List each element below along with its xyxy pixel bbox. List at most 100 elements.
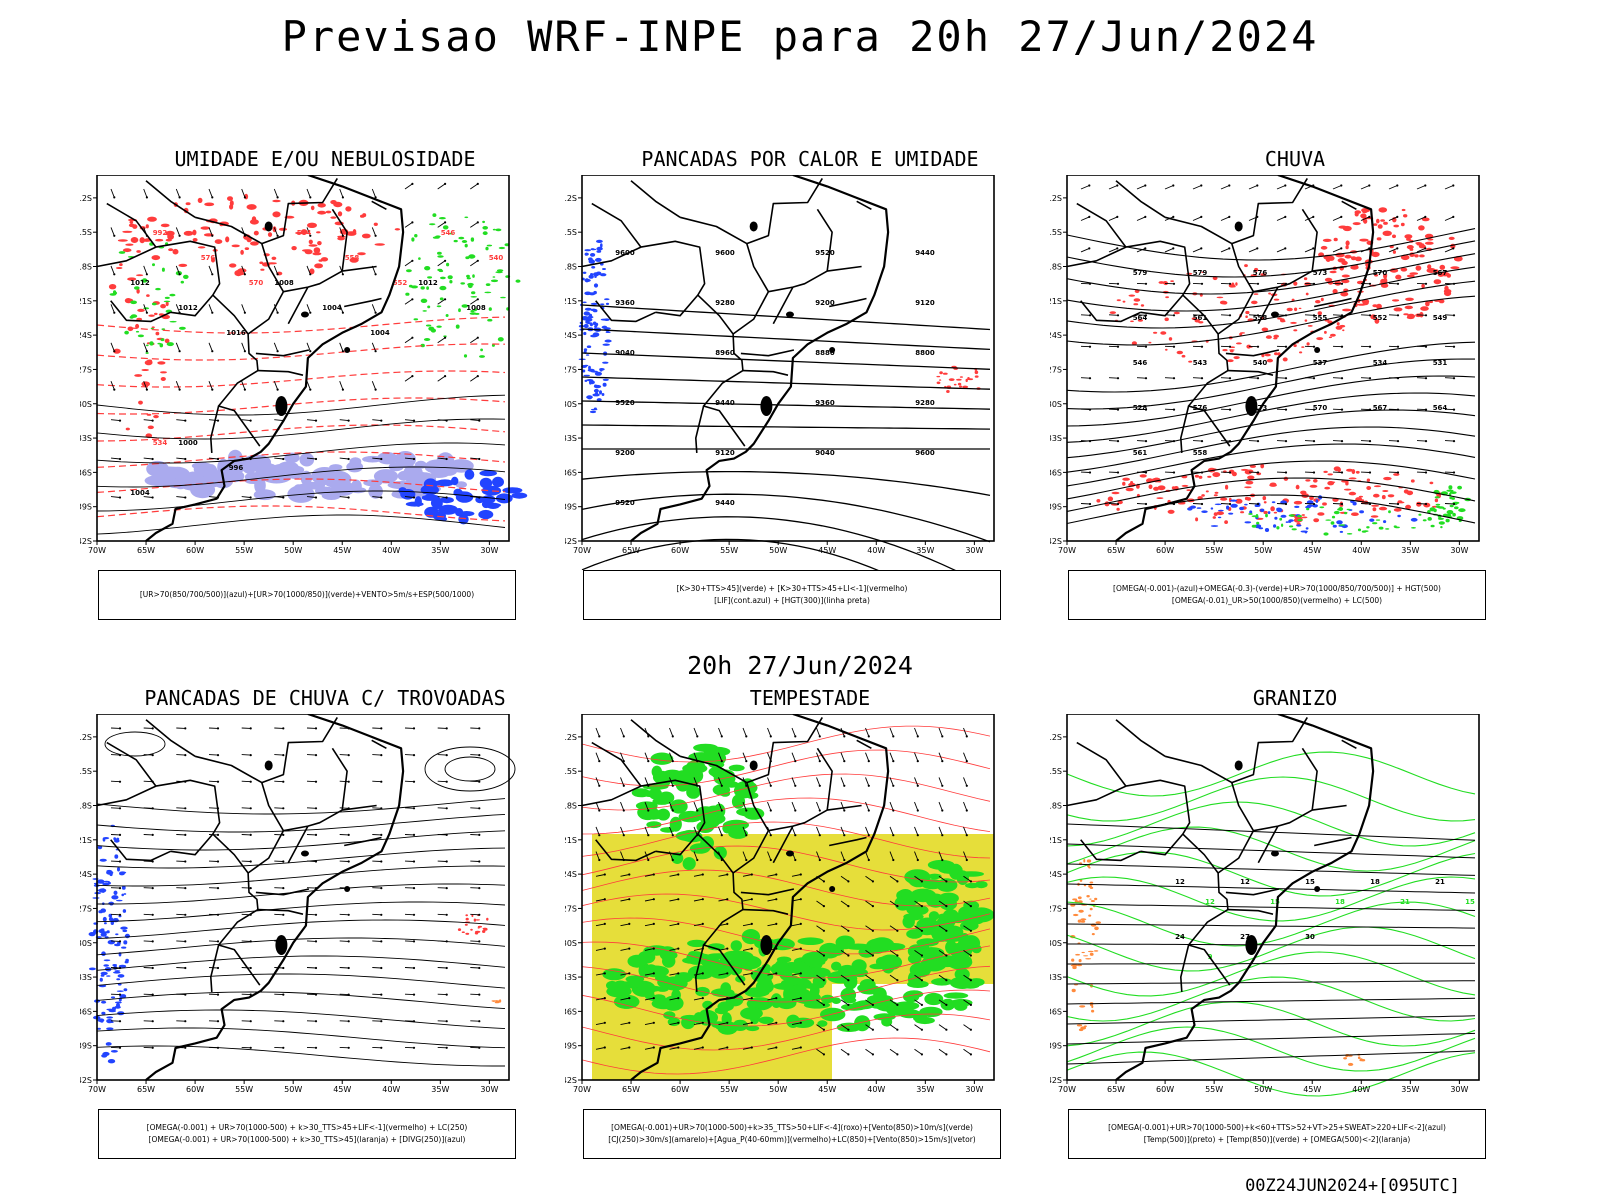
wind-vector-head [184, 457, 187, 461]
wind-vector-head [1312, 502, 1316, 506]
wind-vector [241, 188, 246, 198]
border-line [1227, 369, 1274, 376]
cloud-area [197, 197, 203, 203]
wind-vector-head [276, 388, 279, 391]
lif-area [593, 384, 602, 389]
wind-vector-head [1452, 440, 1456, 443]
lake-icon [829, 346, 836, 353]
wind-vector-head [118, 1046, 122, 1049]
wind-vector-head [118, 419, 122, 422]
wind-vector [273, 381, 279, 390]
contour-label: 570 [1373, 269, 1388, 277]
humid-area [179, 326, 186, 330]
wind-vector [1220, 314, 1231, 316]
thunderstorm-area [482, 930, 486, 933]
lon-label: 65W [137, 1085, 155, 1094]
rain-area [1450, 266, 1460, 270]
omega-green-area [1265, 513, 1268, 518]
instability-area [953, 383, 957, 386]
wind-vector-head [1396, 247, 1399, 250]
contour-line [581, 493, 991, 543]
wind-vector-head [1424, 345, 1428, 348]
wind-vector [816, 727, 821, 737]
wind-vector-head [652, 873, 655, 876]
wind-vector [914, 900, 923, 907]
wind-vector [914, 801, 919, 811]
omega-orange-area [1087, 950, 1094, 953]
border-line [746, 716, 823, 832]
rain-area [1420, 306, 1429, 311]
rain-area [1198, 475, 1203, 479]
omega-orange-area [1079, 1005, 1086, 1008]
thunderstorm-orange-area [496, 1000, 499, 1002]
wind-vector-head [1284, 440, 1288, 443]
contour-line [96, 973, 506, 989]
humid-area [426, 286, 429, 290]
humid-area [437, 255, 444, 258]
humid-area [439, 217, 446, 220]
wind-vector-head [1340, 440, 1344, 443]
legend-box: [K>30+TTS>45](verde) + [K>30+TTS>45+LI<-… [583, 570, 1001, 620]
lif-area [584, 291, 592, 296]
omega-orange-area [1083, 858, 1086, 863]
lon-label: 55W [720, 546, 738, 555]
wind-vector [110, 419, 121, 422]
map-tempestade: 12S15S18S21S24S27S30S33S36S39S42S70W65W6… [565, 714, 995, 1094]
instability-area [959, 376, 963, 378]
panel-title: GRANIZO [1252, 686, 1338, 710]
humid-area [492, 276, 496, 278]
wind-vector-head [216, 833, 220, 836]
omega-orange-area [1078, 1028, 1084, 1032]
instability-area [956, 378, 962, 381]
contour-label: 570 [1313, 404, 1328, 412]
wind-vector [693, 898, 703, 902]
rain-area [1294, 307, 1298, 312]
wind-vector-head [282, 1046, 285, 1049]
wind-vector [669, 874, 679, 877]
wind-vector-head [478, 860, 481, 863]
wind-vector-head [941, 858, 944, 862]
contour-label: 549 [1433, 314, 1448, 322]
border-line [344, 836, 382, 847]
wind-vector [110, 754, 121, 756]
wind-vector-head [412, 993, 416, 996]
contour-label: 9200 [815, 299, 835, 307]
humidity-area [377, 452, 398, 465]
wind-vector-head [380, 966, 383, 970]
wind-area [931, 978, 953, 986]
wind-vector-head [896, 1003, 899, 1006]
wind-vector [840, 950, 849, 956]
wind-vector [110, 188, 115, 198]
border-line [595, 839, 656, 862]
rain-area [1293, 329, 1298, 332]
omega-green-area [1319, 506, 1325, 509]
lif-area [583, 348, 588, 352]
rain-area [1313, 518, 1320, 523]
border-line [1257, 286, 1279, 325]
cloud-area [148, 360, 153, 364]
contour-line [1066, 443, 1476, 487]
wind-area [646, 821, 662, 829]
wind-vector [938, 974, 947, 981]
rain-area [1239, 332, 1243, 336]
contour-label: 534 [1373, 359, 1388, 367]
lon-label: 60W [671, 546, 689, 555]
wind-vector [175, 304, 181, 313]
lif-area [593, 407, 597, 410]
wind-vector [470, 183, 479, 190]
lon-label: 60W [1156, 546, 1174, 555]
wind-vector-head [726, 1021, 729, 1024]
convergence-area [97, 1027, 101, 1030]
contour-line [1066, 1050, 1476, 1065]
contour-line [1066, 901, 1476, 947]
humid-area [143, 307, 150, 310]
wind-vector [1276, 377, 1287, 379]
wind-vector [241, 304, 246, 313]
contour-line [96, 813, 506, 833]
cloud-area [154, 312, 158, 316]
wind-vector-head [1228, 345, 1232, 348]
omega-green-area [1458, 508, 1466, 513]
wind-vector-head [184, 966, 187, 970]
omega-area [1280, 514, 1287, 518]
lon-label: 30W [480, 1085, 498, 1094]
